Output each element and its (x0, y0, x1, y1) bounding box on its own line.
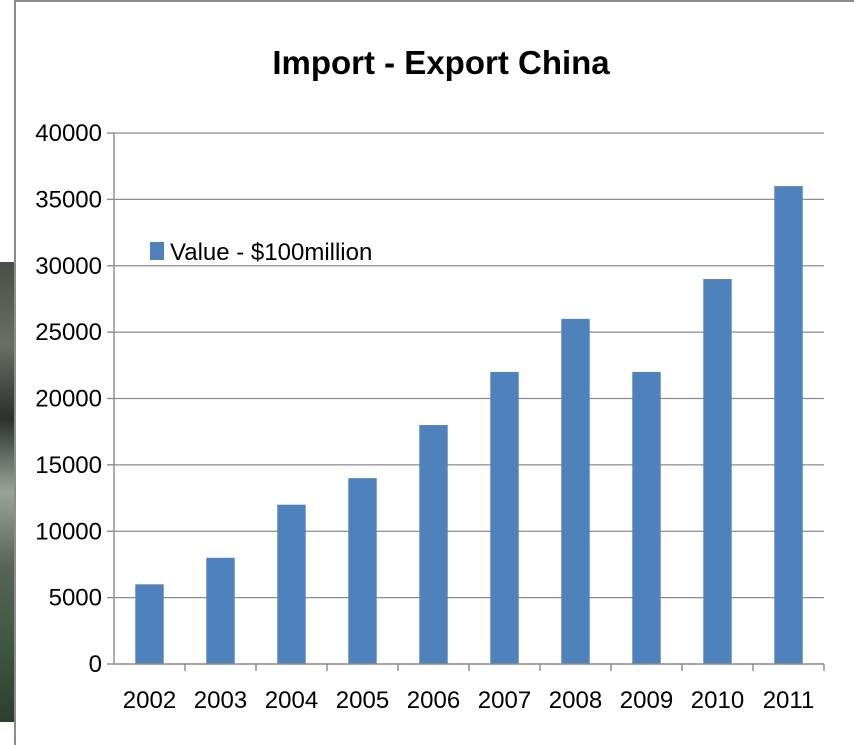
bar-2008 (561, 318, 590, 664)
legend-label: Value - $100million (170, 239, 372, 266)
y-tick-label: 35000 (35, 186, 102, 213)
bar-2004 (277, 504, 306, 664)
y-tick-label: 10000 (35, 518, 102, 545)
bar-chart: Import - Export China 0 5000 10000 15000 200… (35, 44, 825, 714)
y-tick-label: 40000 (35, 120, 102, 147)
legend-swatch (150, 242, 164, 260)
bars (135, 186, 803, 664)
x-tick-label: 2010 (691, 687, 744, 714)
y-tick-label: 25000 (35, 319, 102, 346)
axes (113, 133, 825, 671)
y-tick-label: 15000 (35, 452, 102, 479)
bar-2002 (135, 584, 164, 664)
bar-2011 (774, 186, 803, 664)
chart-title: Import - Export China (272, 44, 610, 81)
y-tick-label: 0 (89, 651, 102, 678)
x-tick-label: 2002 (123, 687, 176, 714)
y-tick-labels: 0 5000 10000 15000 20000 25000 30000 35000 40000 (35, 120, 102, 678)
bar-2010 (703, 279, 732, 664)
legend: Value - $100million (150, 239, 372, 266)
x-tick-label: 2008 (549, 687, 602, 714)
x-tick-label: 2004 (265, 687, 318, 714)
y-tick-label: 30000 (35, 253, 102, 280)
x-tick-label: 2009 (620, 687, 673, 714)
y-tick-label: 20000 (35, 386, 102, 413)
x-tick-label: 2005 (336, 687, 389, 714)
x-tick-label: 2003 (194, 687, 247, 714)
x-tick-label: 2007 (478, 687, 531, 714)
x-tick-labels: 2002 2003 2004 2005 2006 2007 2008 2009 2010 2011 (123, 687, 815, 714)
chart-frame: Import - Export China 0 5000 10000 15000 200… (14, 0, 854, 745)
bar-2009 (632, 371, 661, 664)
y-tick-label: 5000 (49, 585, 102, 612)
background-photo-strip (0, 262, 14, 722)
x-tick-label: 2011 (763, 687, 815, 714)
bar-2005 (348, 478, 377, 664)
bar-2003 (206, 557, 235, 664)
x-tick-label: 2006 (407, 687, 460, 714)
bar-2006 (419, 425, 448, 664)
bar-2007 (490, 371, 519, 664)
